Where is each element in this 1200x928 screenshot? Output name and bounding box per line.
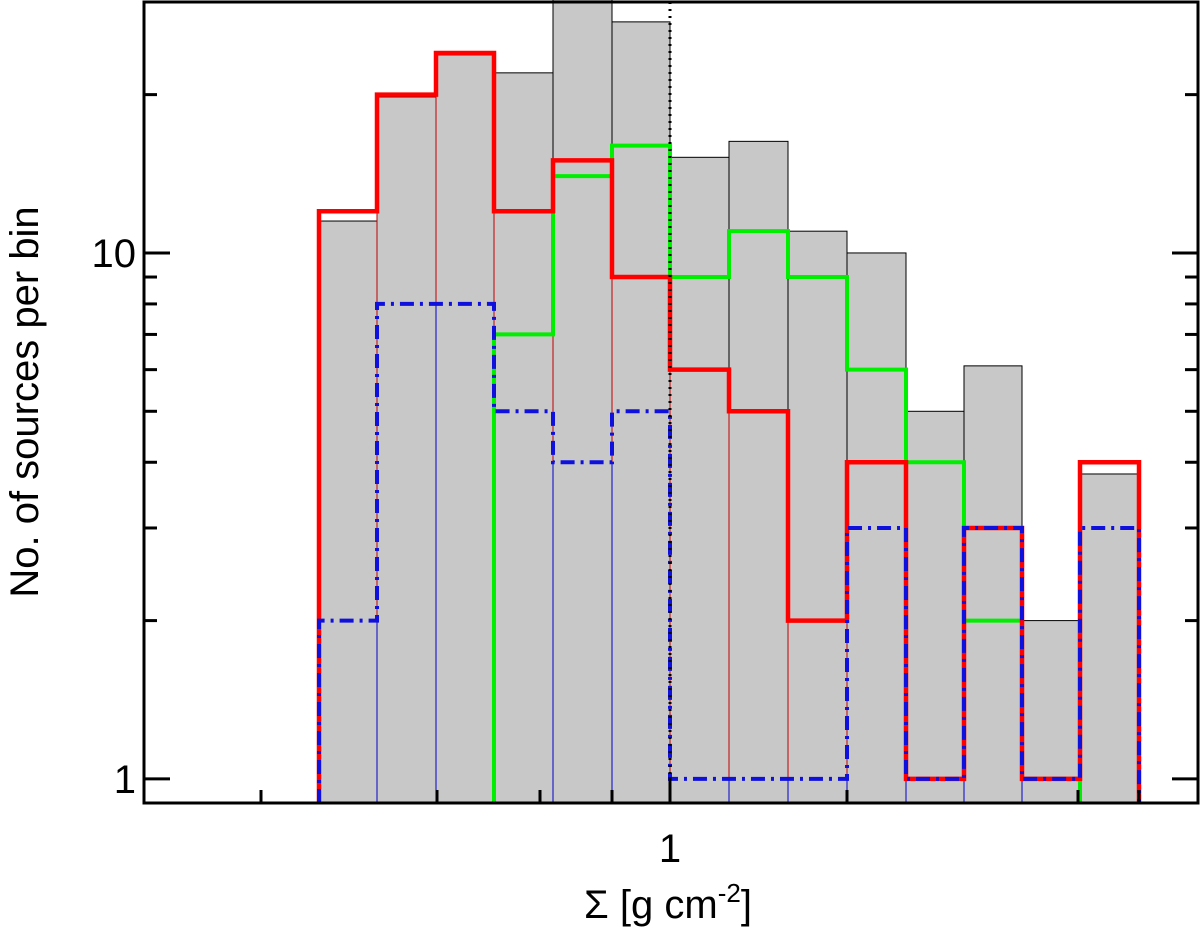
- gray-bar-7: [728, 140, 789, 804]
- axis-ticks: [144, 0, 1198, 803]
- y-tick-label-1: 10: [92, 232, 137, 276]
- gray-bar-0: [318, 220, 378, 804]
- filled-histogram: [318, 0, 1140, 804]
- gray-bar-3: [493, 72, 554, 804]
- histogram-outlines: [316, 50, 1142, 803]
- blue-series-line: [317, 301, 1141, 803]
- gray-bar-10: [905, 410, 965, 804]
- gray-bar-6: [669, 156, 730, 804]
- tick-labels: 1 10 1: [92, 232, 682, 871]
- gray-bar-1: [376, 96, 437, 804]
- gray-bar-13: [1079, 473, 1140, 804]
- x-tick-label-0: 1: [659, 827, 681, 871]
- y-tick-label-0: 1: [114, 758, 136, 802]
- green-series-line: [492, 143, 1082, 803]
- y-axis-label: No. of sources per bin: [3, 206, 47, 597]
- gray-bar-12: [1021, 620, 1081, 804]
- x-axis-label: Σ [g cm-2]: [584, 878, 752, 927]
- gray-bar-11: [963, 365, 1023, 804]
- gray-bar-8: [787, 230, 848, 804]
- gray-bar-2: [435, 54, 495, 804]
- gray-bar-4: [552, 0, 613, 804]
